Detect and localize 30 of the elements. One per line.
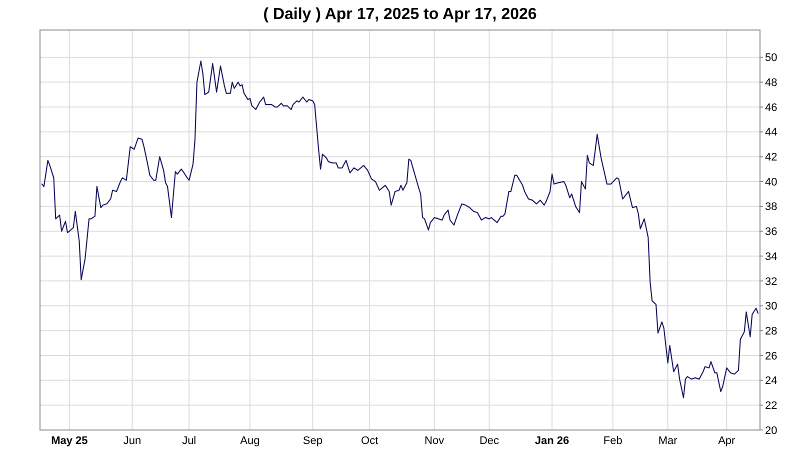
x-tick-label: Nov: [424, 435, 445, 447]
y-tick-label: 42: [765, 152, 778, 164]
chart-title: ( Daily ) Apr 17, 2025 to Apr 17, 2026: [263, 6, 537, 23]
y-tick-label: 24: [765, 375, 778, 388]
line-series: [41, 60, 759, 398]
x-tick-label: Jan 26: [534, 435, 570, 447]
x-tick-label: Dec: [479, 435, 500, 447]
y-tick-label: 50: [765, 52, 778, 64]
y-tick-label: 48: [765, 77, 778, 90]
y-tick-label: 44: [765, 126, 778, 139]
x-tick-label: Apr: [718, 435, 736, 447]
y-tick-label: 20: [765, 424, 778, 437]
y-tick-label: 34: [765, 250, 778, 263]
x-tick-label: Sep: [302, 435, 322, 447]
y-tick-label: 26: [765, 350, 778, 362]
y-tick-label: 38: [765, 201, 778, 214]
y-tick-label: 30: [765, 300, 778, 313]
x-tick-label: Jul: [182, 435, 196, 447]
y-tick-label: 22: [765, 400, 778, 412]
x-tick-label: Jun: [123, 435, 142, 447]
x-tick-label: Aug: [240, 435, 260, 447]
y-tick-label: 32: [765, 276, 778, 288]
y-tick-label: 36: [765, 226, 778, 238]
x-tick-label: Feb: [603, 435, 622, 447]
x-tick-label: Mar: [658, 435, 678, 447]
x-tick-label: Oct: [361, 435, 378, 447]
y-tick-label: 40: [765, 176, 778, 188]
y-tick-label: 46: [765, 102, 778, 114]
x-tick-label: May 25: [51, 435, 88, 447]
y-tick-label: 28: [765, 325, 778, 338]
